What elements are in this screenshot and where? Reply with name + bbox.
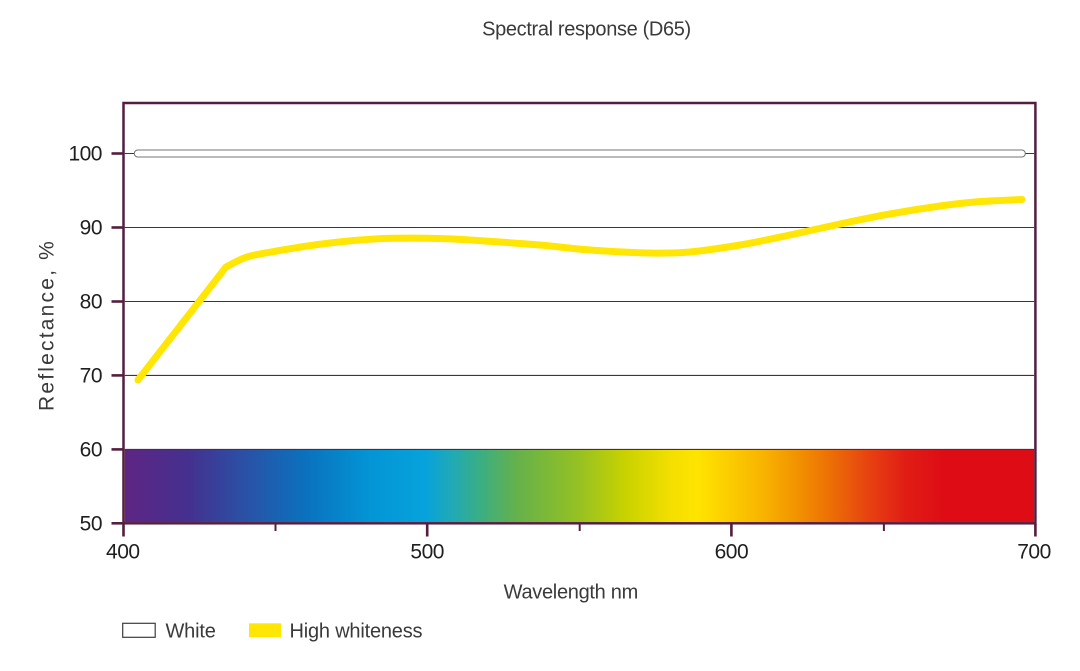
- svg-text:60: 60: [80, 438, 102, 461]
- svg-text:50: 50: [80, 512, 102, 535]
- svg-text:White: White: [166, 621, 216, 643]
- svg-text:Wavelength nm: Wavelength nm: [504, 582, 638, 604]
- svg-text:90: 90: [80, 217, 102, 240]
- svg-text:500: 500: [410, 540, 444, 563]
- svg-text:High whiteness: High whiteness: [290, 621, 423, 643]
- svg-text:Spectral response (D65): Spectral response (D65): [482, 19, 691, 41]
- svg-text:100: 100: [68, 143, 102, 166]
- svg-text:400: 400: [106, 540, 140, 563]
- svg-text:70: 70: [80, 364, 102, 387]
- svg-text:80: 80: [80, 291, 102, 314]
- svg-text:600: 600: [715, 540, 749, 563]
- svg-text:Reflectance, %: Reflectance, %: [36, 239, 59, 411]
- svg-text:700: 700: [1017, 540, 1051, 563]
